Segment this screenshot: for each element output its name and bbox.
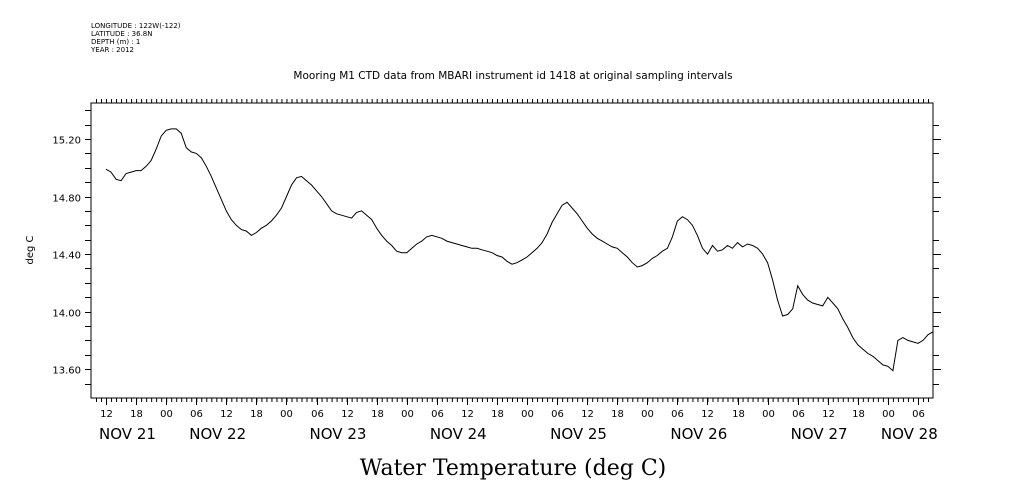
y-axis-label: deg C — [25, 235, 36, 264]
year-label: YEAR : 2012 — [91, 46, 134, 54]
x-hour-tick-label: 12 — [461, 409, 474, 420]
y-tick-label: 14.80 — [52, 194, 81, 205]
latitude-label: LATITUDE : 36.8N — [91, 30, 153, 38]
y-tick-label: 14.00 — [52, 309, 81, 320]
series-line-water-temperature — [105, 128, 934, 372]
x-hour-tick-label: 12 — [341, 409, 354, 420]
x-hour-tick-label: 06 — [792, 409, 805, 420]
x-hour-tick-label: 06 — [912, 409, 925, 420]
x-axis-label: Water Temperature (deg C) — [360, 456, 667, 481]
x-hour-tick-label: 00 — [882, 409, 895, 420]
x-hour-tick-label: 12 — [220, 409, 233, 420]
x-hour-tick-label: 06 — [431, 409, 444, 420]
x-hour-tick-label: 12 — [581, 409, 594, 420]
x-day-label: NOV 24 — [430, 425, 487, 443]
x-day-label: NOV 21 — [99, 425, 156, 443]
x-day-label: NOV 26 — [670, 425, 727, 443]
x-hour-tick-label: 00 — [401, 409, 414, 420]
x-hour-tick-label: 18 — [130, 409, 143, 420]
depth-label: DEPTH (m) : 1 — [91, 38, 141, 46]
x-hour-tick-label: 06 — [671, 409, 684, 420]
x-day-label: NOV 22 — [189, 425, 246, 443]
x-hour-tick-label: 12 — [822, 409, 835, 420]
y-tick-label: 14.40 — [52, 251, 81, 262]
x-day-label: NOV 27 — [791, 425, 848, 443]
x-axis: 12 18 00 06 12 18 00 06 12 18 00 06 12 18 00 06 12 18 00 06… — [99, 398, 938, 443]
x-hour-tick-label: 06 — [311, 409, 324, 420]
x-hour-tick-label: 06 — [190, 409, 203, 420]
x-day-label: NOV 28 — [881, 425, 938, 443]
x-day-label: NOV 25 — [550, 425, 607, 443]
y-axis: 13.60 14.00 14.40 14.80 15.20 — [52, 110, 941, 385]
x-hour-tick-label: 18 — [611, 409, 624, 420]
x-hour-tick-label: 18 — [371, 409, 384, 420]
x-hour-tick-label: 18 — [732, 409, 745, 420]
y-tick-label: 15.20 — [52, 136, 81, 147]
x-hour-tick-label: 18 — [491, 409, 504, 420]
chart-title: Mooring M1 CTD data from MBARI instrumen… — [293, 70, 732, 82]
x-hour-tick-label: 00 — [280, 409, 293, 420]
x-hour-tick-label: 00 — [641, 409, 654, 420]
x-hour-tick-label: 06 — [551, 409, 564, 420]
x-hour-tick-label: 18 — [250, 409, 263, 420]
x-hour-tick-label: 12 — [100, 409, 113, 420]
longitude-label: LONGITUDE : 122W(-122) — [91, 22, 181, 30]
plot-frame — [90, 102, 934, 399]
x-hour-tick-label: 12 — [701, 409, 714, 420]
x-hour-tick-label: 00 — [521, 409, 534, 420]
minor-ticks — [96, 99, 929, 402]
x-hour-tick-label: 00 — [762, 409, 775, 420]
x-hour-tick-label: 00 — [160, 409, 173, 420]
x-day-label: NOV 23 — [310, 425, 367, 443]
x-hour-tick-label: 18 — [852, 409, 865, 420]
y-tick-label: 13.60 — [52, 366, 81, 377]
